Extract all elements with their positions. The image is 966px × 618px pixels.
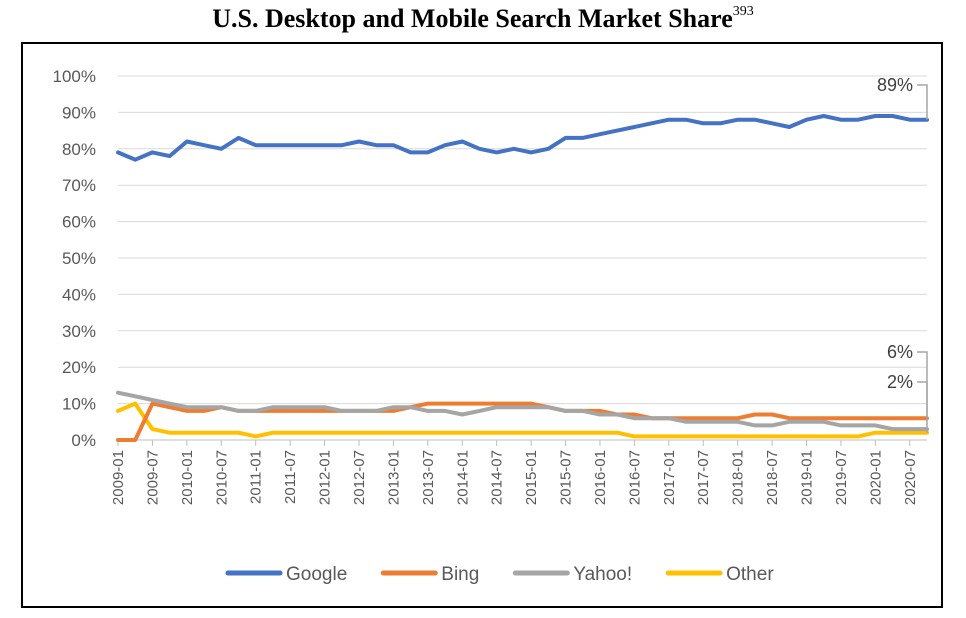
y-tick-label: 90% — [62, 103, 96, 122]
x-tick-label: 2019-07 — [833, 450, 850, 505]
legend-label: Other — [726, 564, 774, 585]
x-tick-label: 2009-01 — [110, 450, 127, 505]
y-tick-label: 70% — [62, 176, 96, 195]
x-tick-label: 2009-07 — [144, 450, 161, 505]
x-axis-ticks: 2009-01 2009-07 2010-01 2010-07 2011-01 2011-… — [110, 439, 927, 505]
annotation-leader — [917, 84, 928, 120]
x-tick-label: 2015-01 — [523, 450, 540, 505]
y-tick-label: 100% — [53, 67, 96, 86]
legend-label: Yahoo! — [573, 564, 632, 585]
x-tick-label: 2014-07 — [489, 450, 506, 505]
y-tick-label: 50% — [62, 249, 96, 268]
x-tick-label: 2017-01 — [661, 450, 678, 505]
x-tick-label: 2010-01 — [179, 450, 196, 505]
legend-label: Bing — [441, 564, 479, 585]
x-tick-label: 2011-07 — [282, 450, 299, 504]
y-tick-label: 40% — [62, 285, 96, 304]
x-tick-label: 2018-01 — [730, 450, 747, 505]
page-title: U.S. Desktop and Mobile Search Market Sh… — [0, 4, 966, 34]
x-tick-label: 2017-07 — [695, 450, 712, 505]
x-tick-label: 2012-01 — [317, 450, 334, 505]
x-tick-label: 2014-01 — [454, 450, 471, 505]
x-tick-label: 2012-07 — [351, 450, 368, 505]
x-tick-label: 2020-07 — [902, 450, 919, 505]
annotation-label: 6% — [887, 342, 913, 362]
legend-label: Google — [286, 564, 347, 585]
y-axis-ticks: 0% 10% 20% 30% 40% 50% 60% 70% 80% 90% 100% — [53, 67, 96, 450]
x-tick-label: 2016-01 — [592, 450, 609, 505]
title-footnote: 393 — [732, 4, 754, 19]
x-tick-label: 2015-07 — [558, 450, 575, 505]
chart-title: U.S. Desktop and Mobile Search Market Sh… — [212, 4, 733, 33]
annotation-label: 2% — [887, 372, 913, 392]
x-tick-label: 2013-07 — [420, 450, 437, 505]
annotation-leader — [917, 351, 928, 419]
annotation-label: 89% — [877, 75, 913, 95]
y-tick-label: 0% — [71, 431, 96, 450]
x-tick-label: 2019-01 — [799, 450, 816, 505]
y-tick-label: 60% — [62, 213, 96, 232]
series-line-other — [116, 401, 929, 439]
y-tick-label: 30% — [62, 322, 96, 341]
x-tick-label: 2011-01 — [248, 450, 265, 504]
x-tick-label: 2020-01 — [867, 450, 884, 505]
series-lines — [116, 114, 929, 442]
series-line-google — [116, 114, 929, 162]
x-tick-label: 2016-07 — [626, 450, 643, 505]
grid-lines — [118, 75, 927, 441]
annotations: 89% 6% 2% — [877, 75, 928, 433]
legend: Google Bing Yahoo! Other — [225, 564, 774, 585]
y-tick-label: 80% — [62, 140, 96, 159]
y-tick-label: 10% — [62, 395, 96, 414]
x-tick-label: 2018-07 — [764, 450, 781, 505]
series-line-yahoo — [116, 390, 929, 432]
annotation-leader — [917, 381, 928, 433]
x-tick-label: 2013-01 — [385, 450, 402, 505]
x-tick-label: 2010-07 — [213, 450, 230, 505]
y-tick-label: 20% — [62, 358, 96, 377]
chart-frame — [21, 42, 943, 608]
